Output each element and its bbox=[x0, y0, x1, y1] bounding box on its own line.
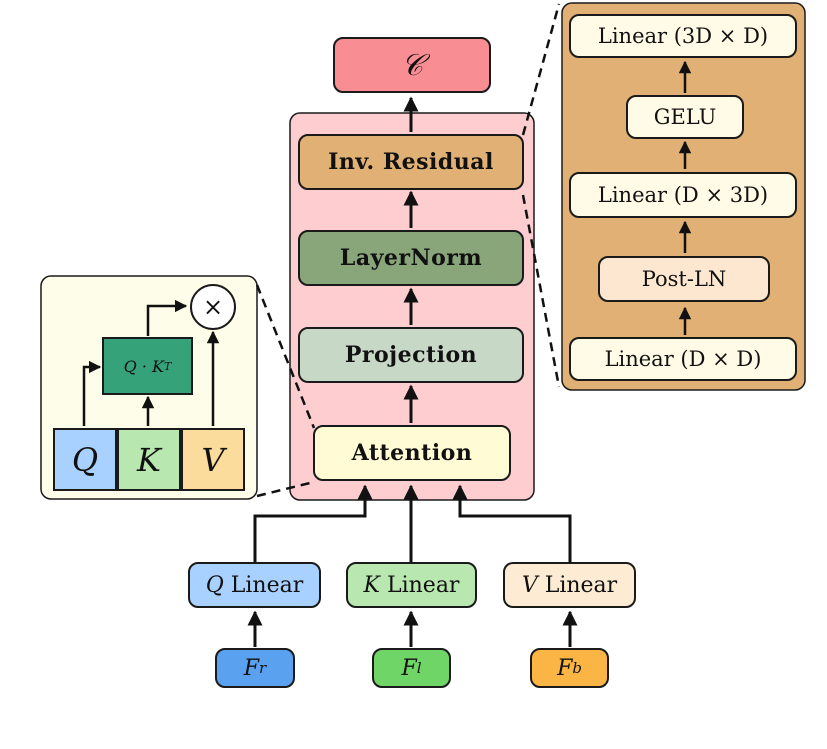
output-box: 𝒞 bbox=[333, 37, 491, 93]
f-l-sub: l bbox=[416, 659, 422, 677]
inv-residual-label: Inv. Residual bbox=[328, 149, 494, 175]
gelu-label: GELU bbox=[653, 105, 717, 129]
arrow-q-to-attention bbox=[253, 484, 373, 562]
multiply-icon: × bbox=[190, 284, 236, 330]
zoom-line-top bbox=[521, 3, 561, 136]
f-b-symbol: F bbox=[557, 655, 573, 681]
k-linear-symbol: K bbox=[363, 572, 380, 598]
projection-box: Projection bbox=[298, 327, 524, 383]
k-linear-box: K Linear bbox=[346, 562, 477, 608]
linear-3d-d-box: Linear (3D × D) bbox=[569, 14, 797, 58]
layernorm-label: LayerNorm bbox=[339, 245, 483, 271]
multiply-symbol: × bbox=[202, 293, 224, 321]
detail-q-box: Q bbox=[53, 428, 117, 491]
post-ln-label: Post-LN bbox=[641, 267, 727, 291]
q-linear-label: Linear bbox=[230, 572, 304, 598]
f-r-symbol: F bbox=[243, 655, 260, 681]
qk-product-sup: T bbox=[163, 359, 172, 373]
detail-q-label: Q bbox=[71, 440, 99, 479]
output-label: 𝒞 bbox=[401, 47, 423, 83]
detail-k-label: K bbox=[137, 440, 161, 479]
v-linear-box: V Linear bbox=[503, 562, 636, 608]
attention-box: Attention bbox=[313, 425, 511, 481]
detail-k-box: K bbox=[117, 428, 181, 491]
linear-d-d-label: Linear (D × D) bbox=[604, 347, 762, 371]
v-linear-label: Linear bbox=[544, 572, 618, 598]
projection-label: Projection bbox=[344, 342, 478, 368]
f-r-sub: r bbox=[259, 659, 267, 677]
zoom-line-attn-top bbox=[255, 284, 316, 429]
arrow-v-to-attention bbox=[452, 484, 572, 562]
linear-d-3d-box: Linear (D × 3D) bbox=[569, 172, 797, 218]
qk-product-label: Q · K bbox=[123, 356, 164, 376]
q-linear-box: Q Linear bbox=[188, 562, 321, 608]
linear-3d-d-label: Linear (3D × D) bbox=[597, 24, 769, 48]
zoom-line-attn-bottom bbox=[256, 480, 315, 498]
attention-label: Attention bbox=[351, 440, 473, 466]
gelu-box: GELU bbox=[626, 95, 744, 139]
layernorm-box: LayerNorm bbox=[298, 230, 524, 286]
arrow-qk-to-multiply bbox=[146, 299, 188, 336]
f-l-symbol: F bbox=[401, 655, 417, 681]
k-linear-label: Linear bbox=[386, 572, 460, 598]
inv-residual-box: Inv. Residual bbox=[298, 134, 524, 190]
f-b-sub: b bbox=[572, 659, 582, 677]
detail-v-label: V bbox=[201, 440, 225, 479]
post-ln-box: Post-LN bbox=[598, 256, 770, 302]
linear-d-d-box: Linear (D × D) bbox=[569, 337, 797, 381]
q-linear-symbol: Q bbox=[205, 572, 224, 598]
zoom-line-bottom bbox=[521, 194, 561, 388]
linear-d-3d-label: Linear (D × 3D) bbox=[597, 183, 769, 207]
detail-v-box: V bbox=[181, 428, 245, 491]
arrow-q-to-qk bbox=[82, 360, 102, 426]
v-linear-symbol: V bbox=[521, 572, 538, 598]
